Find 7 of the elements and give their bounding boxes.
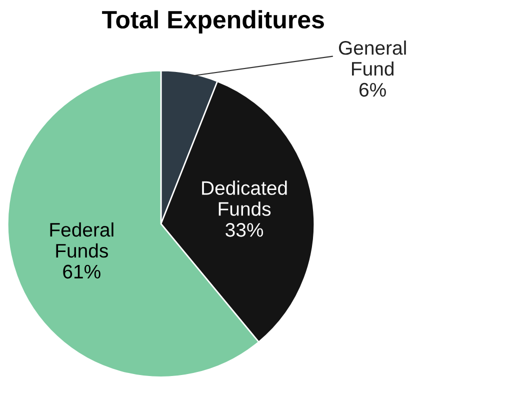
data-label: 6%	[360, 82, 386, 97]
data-label: 61%	[63, 264, 100, 279]
slice-label: Dedicated Funds	[202, 180, 287, 216]
chart-title: Total Expenditures	[102, 10, 324, 34]
data-label: 33%	[226, 223, 264, 237]
slice-label: Federal Funds	[50, 222, 114, 258]
slice-label: General Fund	[338, 40, 406, 76]
